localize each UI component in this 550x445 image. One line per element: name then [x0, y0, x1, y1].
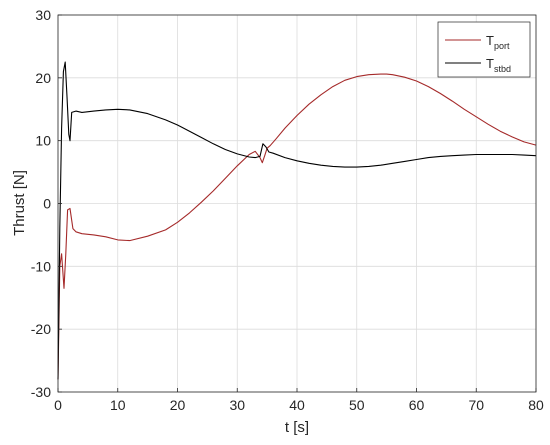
legend: Tport Tstbd: [437, 21, 531, 78]
legend-label-port: Tport: [486, 33, 510, 51]
x-tick-label: 30: [229, 397, 245, 413]
series-group: [57, 61, 537, 380]
x-tick-label: 40: [289, 397, 305, 413]
x-tick-label: 0: [54, 397, 62, 413]
x-tick-label: 20: [170, 397, 186, 413]
legend-label-stbd-sub: stbd: [494, 64, 511, 74]
series-line-stbd: [57, 61, 537, 380]
legend-label-stbd: Tstbd: [486, 56, 511, 74]
y-tick-label: -10: [31, 258, 51, 274]
y-tick-label: 10: [35, 133, 51, 149]
y-tick-label: 0: [43, 196, 51, 212]
y-axis-label: Thrust [N]: [11, 170, 28, 236]
x-axis-label: t [s]: [285, 419, 309, 436]
x-tick-label: 50: [349, 397, 365, 413]
y-tick-label: 20: [35, 70, 51, 86]
x-tick-label: 10: [110, 397, 126, 413]
legend-label-stbd-base: T: [486, 56, 494, 71]
x-tick-label: 70: [468, 397, 484, 413]
legend-box: [437, 21, 531, 78]
y-tick-label: -30: [31, 384, 51, 400]
x-tick-label: 60: [409, 397, 425, 413]
y-tick-label: -20: [31, 321, 51, 337]
legend-label-port-sub: port: [494, 41, 510, 51]
y-tick-label: 30: [35, 7, 51, 23]
x-tick-label: 80: [528, 397, 544, 413]
series-line-port: [57, 73, 537, 380]
tick-labels: 0 10 20 30 40 50 60 70 80 -30 -20 -10 0 10 20 30: [31, 7, 544, 413]
legend-label-port-base: T: [486, 33, 494, 48]
